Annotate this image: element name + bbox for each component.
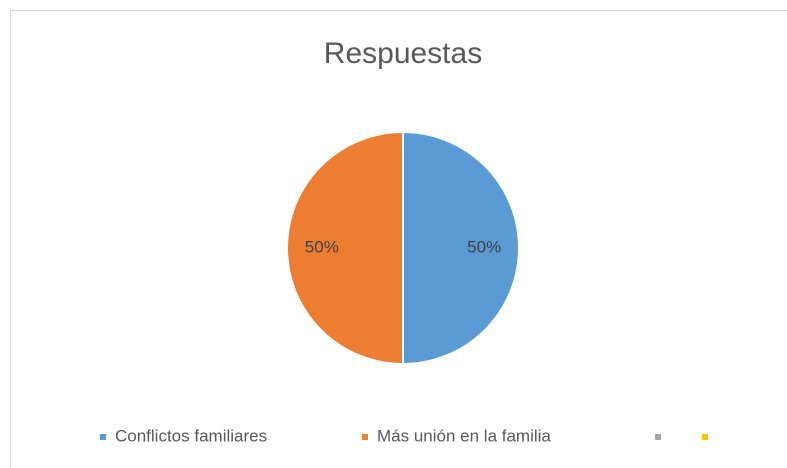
legend-swatch [702,434,708,440]
legend-swatch [100,434,106,440]
data-label: 50% [305,237,339,256]
data-label: 50% [467,237,501,256]
legend-label: Más unión en la familia [377,426,551,445]
pie-slice [286,130,404,366]
legend-swatch [655,434,661,440]
chart-title: Respuestas [324,37,482,70]
legend-label: Conflictos familiares [115,426,267,445]
legend-swatch [362,434,368,440]
pie-slice [402,130,520,366]
